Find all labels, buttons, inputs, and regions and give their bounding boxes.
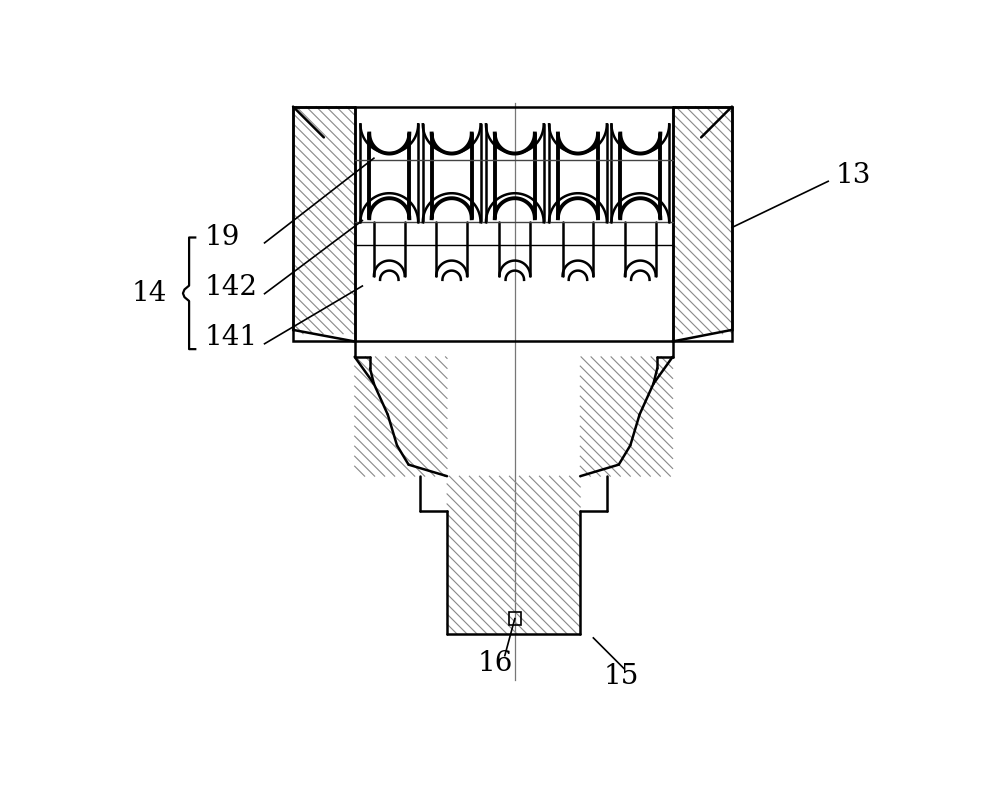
Bar [509,612,521,625]
Text: 141: 141 [205,324,258,351]
Text: 14: 14 [131,280,167,307]
Text: 19: 19 [205,224,240,251]
Text: 142: 142 [205,274,258,301]
Text: 16: 16 [478,649,513,677]
Bar [293,107,732,341]
Text: 15: 15 [603,663,639,690]
Text: 13: 13 [836,162,871,189]
